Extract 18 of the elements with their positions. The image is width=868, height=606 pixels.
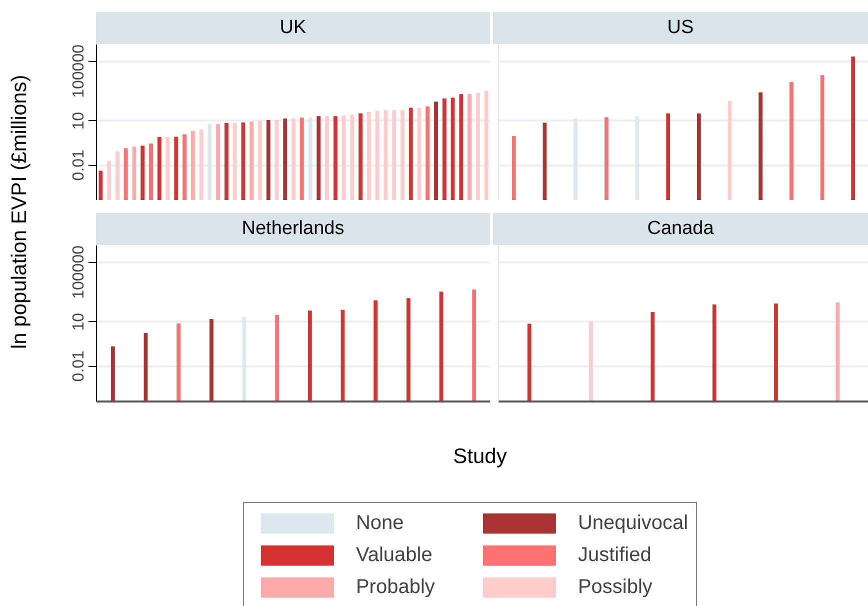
y-tick-label: 10 [70, 312, 88, 331]
chart-title: UK [280, 16, 306, 40]
chart-title: US [667, 16, 694, 40]
category-label: Possibly [578, 575, 654, 599]
x-axis-title: Study [453, 444, 507, 470]
category-label: Justified [578, 543, 652, 567]
y-axis-title: ln population EVPI (£millions) [7, 74, 32, 350]
category-label: None [356, 511, 405, 535]
chart-title: Netherlands [242, 217, 344, 241]
y-tick-label: 0.01 [70, 149, 88, 181]
chart-title: Canada [647, 217, 714, 241]
y-tick-label: 100000 [70, 245, 88, 299]
category-label: Valuable [356, 543, 434, 567]
category-label: Probably [356, 575, 436, 599]
category-label: Unequivocal [578, 511, 688, 535]
y-tick-label: 0.01 [70, 350, 88, 382]
y-tick-label: 100000 [70, 44, 88, 98]
y-tick-label: 10 [70, 112, 88, 130]
